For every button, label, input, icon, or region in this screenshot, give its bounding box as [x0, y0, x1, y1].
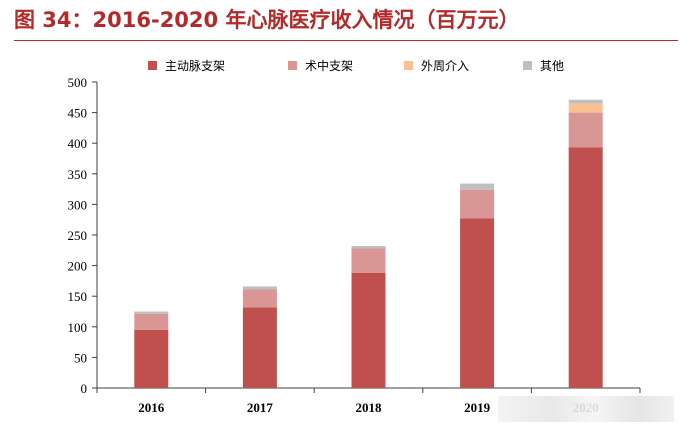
- legend-label: 术中支架: [305, 58, 353, 73]
- bar-segment: [351, 272, 386, 388]
- y-tick-label: 50: [74, 350, 87, 365]
- bar-segment: [568, 103, 603, 113]
- y-tick-label: 450: [68, 106, 88, 121]
- bar-segment: [460, 218, 495, 388]
- y-tick-label: 250: [68, 228, 88, 243]
- y-tick-label: 400: [68, 136, 88, 151]
- bar-segment: [351, 248, 386, 273]
- bar-segment: [460, 189, 495, 219]
- bar-segment: [134, 311, 169, 314]
- x-tick-label: 2016: [138, 400, 165, 415]
- legend-label: 其他: [540, 59, 564, 73]
- x-tick-label: 2018: [356, 400, 383, 415]
- bar-segment: [351, 246, 386, 249]
- legend-swatch: [404, 61, 413, 70]
- bar-segment: [134, 329, 169, 388]
- y-tick-label: 0: [81, 381, 88, 396]
- stacked-bar-chart: 0 50 100 150 200 250 300 350 400 450 500 2016 2017 20…: [68, 58, 641, 415]
- bar-segment: [134, 313, 169, 330]
- bar-segment: [568, 112, 603, 148]
- y-tick-label: 100: [68, 320, 88, 335]
- bar-segment: [568, 147, 603, 388]
- y-tick-label: 200: [68, 259, 88, 274]
- legend-swatch: [523, 61, 532, 70]
- legend-label: 主动脉支架: [165, 58, 225, 73]
- legend-swatch: [288, 61, 297, 70]
- bar-segment: [568, 99, 603, 104]
- x-tick-label: 2019: [464, 400, 491, 415]
- y-tick-label: 350: [68, 167, 88, 182]
- legend-swatch: [148, 61, 157, 70]
- watermark-blur: [498, 396, 674, 422]
- bar-segment: [460, 183, 495, 190]
- bar-segment: [242, 286, 277, 290]
- y-tick-label: 300: [68, 197, 88, 212]
- y-tick-label: 500: [68, 75, 88, 90]
- chart-title: 图 34：2016-2020 年心脉医疗收入情况（百万元）: [14, 8, 520, 32]
- x-tick-label: 2017: [247, 400, 274, 415]
- legend-label: 外周介入: [421, 59, 469, 73]
- title-divider: [14, 40, 678, 41]
- y-tick-label: 150: [68, 289, 88, 304]
- bar-segment: [242, 289, 277, 308]
- bar-segment: [242, 307, 277, 388]
